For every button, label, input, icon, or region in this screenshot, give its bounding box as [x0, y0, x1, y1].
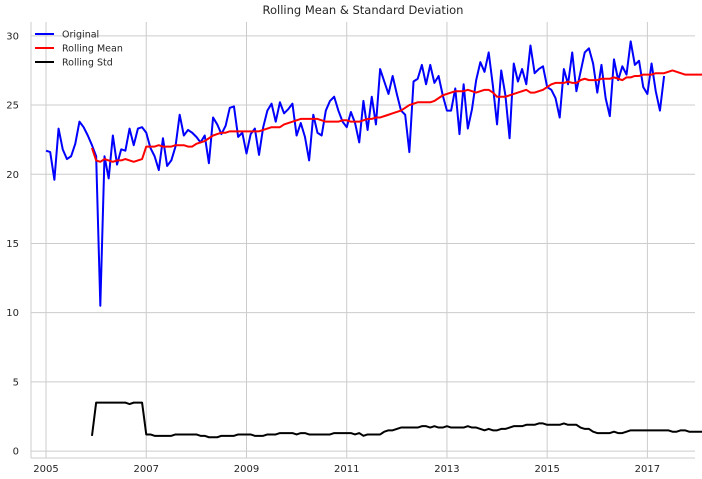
legend-item: Original	[35, 30, 99, 41]
x-tick-labels: 2005 2007 2009 2011 2013 2015 2017	[33, 464, 660, 475]
y-tick-label: 25	[6, 101, 19, 112]
chart-title: Rolling Mean & Standard Deviation	[263, 3, 464, 17]
y-tick-label: 20	[6, 170, 19, 181]
x-tick-label: 2007	[134, 464, 159, 475]
series-rolling-std	[90, 401, 702, 439]
x-tick-label: 2015	[534, 464, 559, 475]
series-line	[91, 69, 702, 163]
series-line	[90, 401, 702, 439]
x-tick-label: 2017	[635, 464, 660, 475]
x-tick-label: 2011	[334, 464, 359, 475]
x-tick-label: 2009	[234, 464, 259, 475]
legend-label: Rolling Std	[62, 58, 113, 69]
legend-item: Rolling Mean	[35, 44, 123, 55]
y-tick-label: 30	[6, 31, 19, 42]
x-tick-label: 2005	[33, 464, 58, 475]
y-tick-labels: 0 5 10 15 20 25 30	[6, 31, 19, 457]
x-tick-label: 2013	[434, 464, 459, 475]
legend: Original Rolling Mean Rolling Std	[35, 30, 123, 69]
legend-label: Original	[62, 30, 99, 41]
legend-item: Rolling Std	[35, 58, 113, 69]
y-tick-label: 10	[6, 308, 19, 319]
series-layer	[45, 40, 702, 439]
series-original	[45, 40, 666, 307]
series-line	[45, 40, 666, 307]
legend-label: Rolling Mean	[62, 44, 123, 55]
y-tick-label: 15	[6, 239, 19, 250]
y-tick-label: 0	[13, 447, 19, 458]
y-tick-label: 5	[13, 377, 19, 388]
series-rolling-mean	[91, 69, 702, 163]
